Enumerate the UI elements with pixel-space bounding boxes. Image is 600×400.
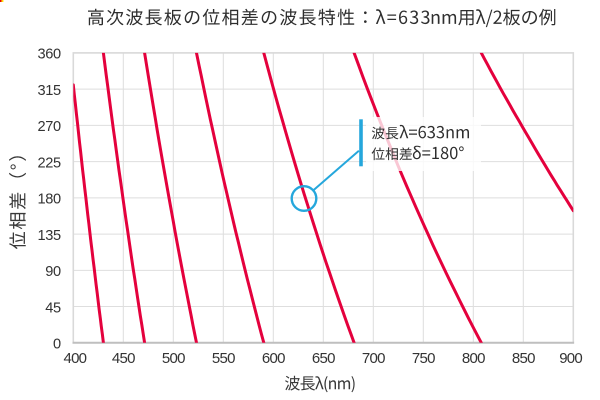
svg-text:270: 270 [38,119,61,135]
svg-text:0: 0 [53,337,61,353]
svg-text:750: 750 [412,350,435,367]
svg-text:850: 850 [512,350,535,367]
svg-text:700: 700 [362,350,385,367]
svg-text:400: 400 [64,350,87,367]
svg-text:45: 45 [45,300,61,316]
svg-text:650: 650 [312,350,335,367]
svg-text:800: 800 [462,350,485,367]
svg-text:225: 225 [38,155,61,171]
svg-text:600: 600 [262,350,285,367]
svg-text:360: 360 [38,47,61,63]
svg-text:450: 450 [112,350,135,367]
svg-text:90: 90 [45,264,61,280]
svg-text:135: 135 [38,228,61,244]
svg-text:180: 180 [38,192,61,208]
svg-text:900: 900 [559,350,582,367]
svg-text:315: 315 [38,83,61,99]
svg-text:500: 500 [162,350,185,367]
svg-text:550: 550 [212,350,235,367]
